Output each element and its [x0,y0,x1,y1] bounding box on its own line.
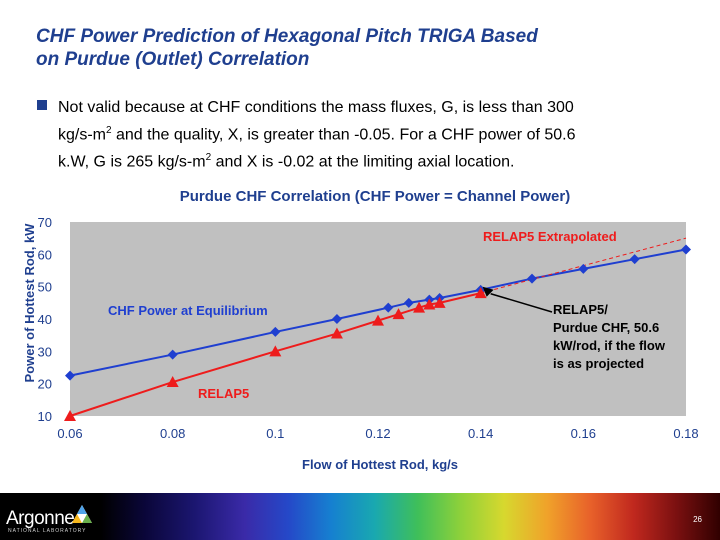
callout-text-line: Purdue CHF, 50.6 [553,320,659,335]
relap5-point [474,287,487,299]
annotation-relap5: RELAP5 [198,386,249,401]
annotation-extrapolated: RELAP5 Extrapolated [483,229,617,244]
equilibrium-point [527,273,537,284]
slide-title-line: on Purdue (Outlet) Correlation [36,49,310,70]
bullet-line: kg/s-m2 and the quality, X, is greater t… [58,119,688,146]
series-line [69,292,481,417]
equilibrium-point [383,302,394,313]
x-tick-label: 0.1 [266,426,284,441]
x-tick-label: 0.16 [571,426,596,441]
equilibrium-point [578,263,589,274]
equilibrium-point [270,326,281,337]
footer-bar: Argonne NATIONAL LABORATORY 26 [0,493,720,540]
y-tick-label: 50 [38,280,52,295]
equilibrium-point [681,244,691,255]
chart-title: Purdue CHF Correlation (CHF Power = Chan… [180,188,570,205]
equilibrium-point [167,349,178,360]
relap5-point [330,327,343,339]
relap5-point [64,410,76,421]
slide-title: CHF Power Prediction of Hexagonal Pitch … [36,25,696,71]
y-tick-label: 60 [38,247,52,262]
equilibrium-point [331,314,342,324]
square-bullet-icon [37,100,47,110]
chf-chart: Purdue CHF Correlation (CHF Power = Chan… [22,188,699,472]
x-tick-label: 0.14 [468,426,493,441]
x-axis-label: Flow of Hottest Rod, kg/s [302,457,458,472]
equilibrium-point [629,254,640,265]
y-tick-label: 10 [38,409,52,424]
annotation-equilibrium: CHF Power at Equilibrium [108,303,268,318]
x-tick-label: 0.08 [160,426,185,441]
argonne-logo: Argonne [6,508,75,529]
y-tick-label: 30 [38,344,52,359]
x-tick-label: 0.18 [673,426,698,441]
callout-arrow-line [490,293,553,313]
bullet-segment: and X is -0.02 at the limiting axial loc… [211,153,515,171]
slide-title-line: CHF Power Prediction of Hexagonal Pitch … [36,26,538,47]
x-axis: 0.06 0.08 0.1 0.12 0.14 0.16 0.18 [57,426,698,441]
callout-arrowhead [482,286,494,297]
y-tick-label: 40 [38,312,52,327]
bullet-text: Not valid because at CHF conditions the … [58,96,688,174]
y-axis-label: Power of Hottest Rod, kW [22,223,37,383]
y-tick-label: 20 [38,377,52,392]
relap5-point [413,301,426,313]
callout-text-line: kW/rod, if the flow [553,338,666,353]
relap5-point [372,314,384,326]
y-axis: 10 20 30 40 50 60 70 [38,215,52,424]
equilibrium-point [403,297,414,308]
bullet-segment: and the quality, X, is greater than -0.0… [111,126,576,144]
bullet-segment: kg/s-m [58,126,106,144]
x-tick-label: 0.12 [365,426,390,441]
relap5-point [166,376,179,388]
relap5-point [423,298,436,310]
bullet-segment: k.W, G is 265 kg/s-m [58,153,206,171]
logo-subtext: NATIONAL LABORATORY [8,528,87,534]
y-tick-label: 70 [38,215,52,230]
bullet-line: Not valid because at CHF conditions the … [58,99,574,116]
series-markers [64,244,691,421]
callout-text-line: RELAP5/ [553,302,608,317]
bullet-line: k.W, G is 265 kg/s-m2 and X is -0.02 at … [58,146,688,173]
page-number: 26 [693,515,702,524]
equilibrium-point [65,370,75,381]
relap5-point [392,308,405,320]
relap5-point [433,296,446,308]
x-tick-label: 0.06 [57,426,82,441]
callout-annotation: RELAP5/Purdue CHF, 50.6 kW/rod, if the fl… [482,286,666,371]
relap5-point [269,345,282,357]
argonne-triangle-icon [72,505,92,523]
callout-text-line: is as projected [553,356,644,371]
superscript: 2 [106,125,112,136]
superscript: 2 [205,152,212,164]
